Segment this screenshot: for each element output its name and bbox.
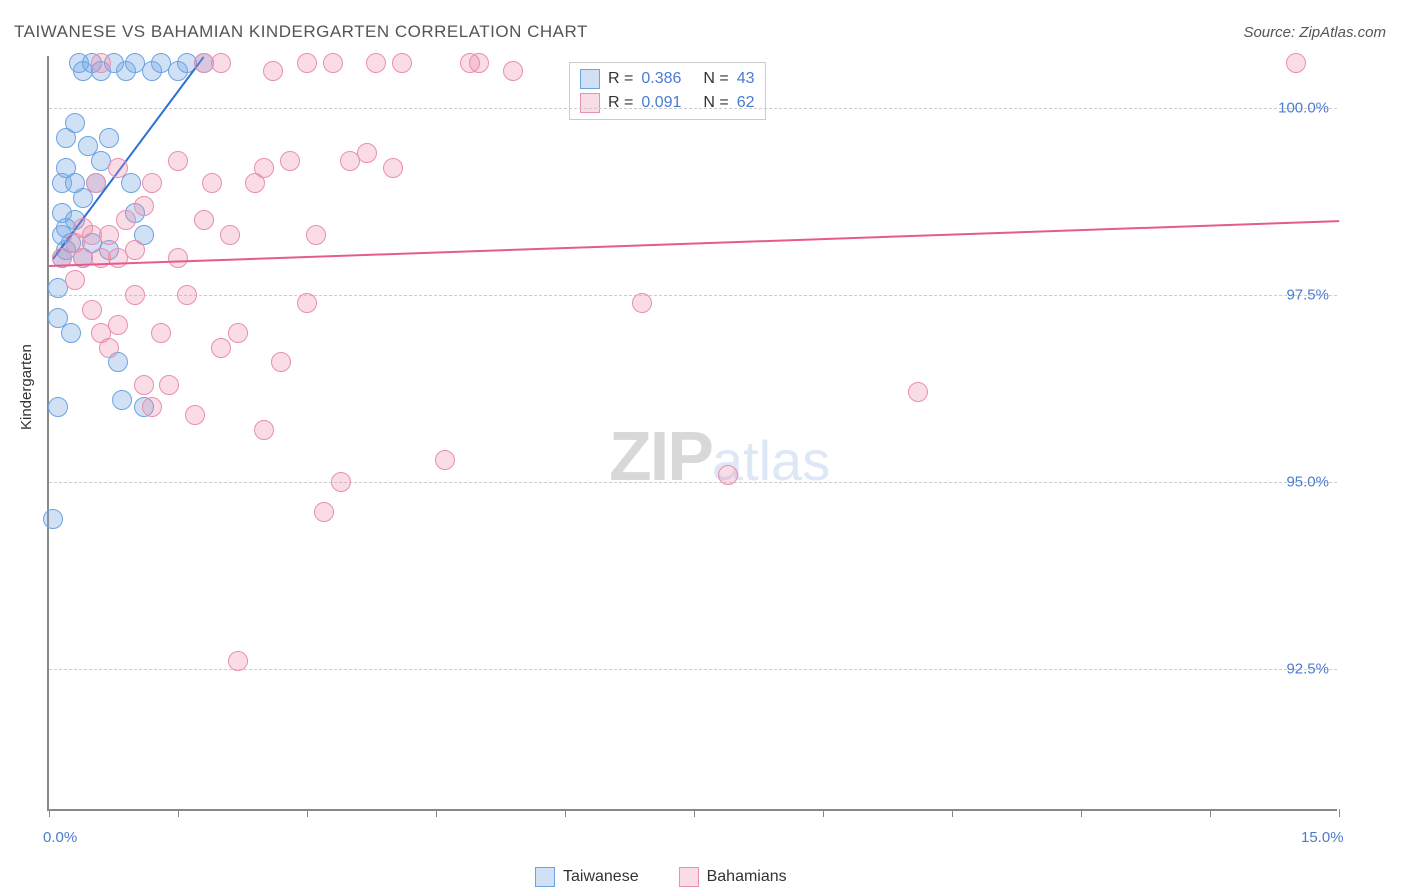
scatter-point [91, 53, 111, 73]
scatter-point [297, 293, 317, 313]
scatter-point [177, 285, 197, 305]
x-tick [307, 809, 308, 817]
scatter-point [357, 143, 377, 163]
scatter-point [908, 382, 928, 402]
legend-swatch [580, 69, 600, 89]
scatter-point [280, 151, 300, 171]
r-value: 0.386 [641, 70, 681, 88]
scatter-point [168, 248, 188, 268]
scatter-point [142, 397, 162, 417]
legend-swatch [535, 867, 555, 887]
scatter-point [99, 128, 119, 148]
scatter-point [503, 61, 523, 81]
scatter-point [435, 450, 455, 470]
legend-label: Taiwanese [563, 868, 639, 886]
scatter-point [112, 390, 132, 410]
source-credit: Source: ZipAtlas.com [1243, 24, 1386, 41]
y-tick-label: 97.5% [1286, 287, 1329, 304]
scatter-point [125, 285, 145, 305]
scatter-point [314, 502, 334, 522]
legend-stat-row: R =0.091N =62 [580, 91, 755, 115]
y-tick-label: 92.5% [1286, 660, 1329, 677]
scatter-point [48, 397, 68, 417]
scatter-plot-area: R = 0.386 N = 43 R =0.091N =62 ZIPatlas 100.… [47, 56, 1337, 811]
scatter-point [211, 338, 231, 358]
legend-item: Bahamians [679, 867, 787, 887]
scatter-point [159, 375, 179, 395]
scatter-point [271, 352, 291, 372]
n-label: N = [703, 70, 728, 88]
scatter-point [61, 323, 81, 343]
x-tick [694, 809, 695, 817]
scatter-point [254, 420, 274, 440]
x-label-max: 15.0% [1301, 829, 1344, 846]
scatter-point [383, 158, 403, 178]
trend-line [49, 220, 1339, 267]
scatter-point [134, 375, 154, 395]
x-tick [565, 809, 566, 817]
scatter-point [211, 53, 231, 73]
x-tick [178, 809, 179, 817]
scatter-point [1286, 53, 1306, 73]
scatter-point [297, 53, 317, 73]
scatter-point [82, 300, 102, 320]
legend-label: Bahamians [707, 868, 787, 886]
scatter-point [228, 651, 248, 671]
scatter-point [263, 61, 283, 81]
x-tick [436, 809, 437, 817]
scatter-point [323, 53, 343, 73]
scatter-point [151, 323, 171, 343]
y-tick-label: 95.0% [1286, 474, 1329, 491]
scatter-point [632, 293, 652, 313]
scatter-point [202, 173, 222, 193]
scatter-point [469, 53, 489, 73]
x-tick [49, 809, 50, 817]
x-tick [1210, 809, 1211, 817]
scatter-point [65, 113, 85, 133]
scatter-point [86, 173, 106, 193]
scatter-point [228, 323, 248, 343]
y-tick-label: 100.0% [1278, 100, 1329, 117]
scatter-point [125, 240, 145, 260]
scatter-point [108, 315, 128, 335]
scatter-point [134, 196, 154, 216]
scatter-point [65, 270, 85, 290]
x-tick [1339, 809, 1340, 817]
scatter-point [392, 53, 412, 73]
scatter-point [168, 151, 188, 171]
n-value: 43 [737, 70, 755, 88]
legend-swatch [580, 93, 600, 113]
legend-stat-row: R = 0.386 N = 43 [580, 67, 755, 91]
chart-title: TAIWANESE VS BAHAMIAN KINDERGARTEN CORRE… [14, 22, 588, 42]
x-label-min: 0.0% [43, 829, 77, 846]
scatter-point [194, 210, 214, 230]
gridline [49, 108, 1337, 109]
series-legend: Taiwanese Bahamians [535, 867, 787, 887]
legend-item: Taiwanese [535, 867, 639, 887]
scatter-point [718, 465, 738, 485]
x-tick [952, 809, 953, 817]
stats-legend: R = 0.386 N = 43 R =0.091N =62 [569, 62, 766, 120]
scatter-point [99, 338, 119, 358]
scatter-point [99, 225, 119, 245]
scatter-point [185, 405, 205, 425]
r-label: R = [608, 70, 633, 88]
x-tick [1081, 809, 1082, 817]
scatter-point [108, 158, 128, 178]
scatter-point [306, 225, 326, 245]
scatter-point [43, 509, 63, 529]
gridline [49, 295, 1337, 296]
gridline [49, 482, 1337, 483]
scatter-point [116, 210, 136, 230]
legend-swatch [679, 867, 699, 887]
y-axis-title: Kindergarten [18, 344, 35, 430]
x-tick [823, 809, 824, 817]
scatter-point [254, 158, 274, 178]
scatter-point [331, 472, 351, 492]
watermark-part1: ZIP [609, 417, 712, 495]
watermark: ZIPatlas [609, 416, 830, 496]
scatter-point [220, 225, 240, 245]
scatter-point [366, 53, 386, 73]
scatter-point [142, 173, 162, 193]
